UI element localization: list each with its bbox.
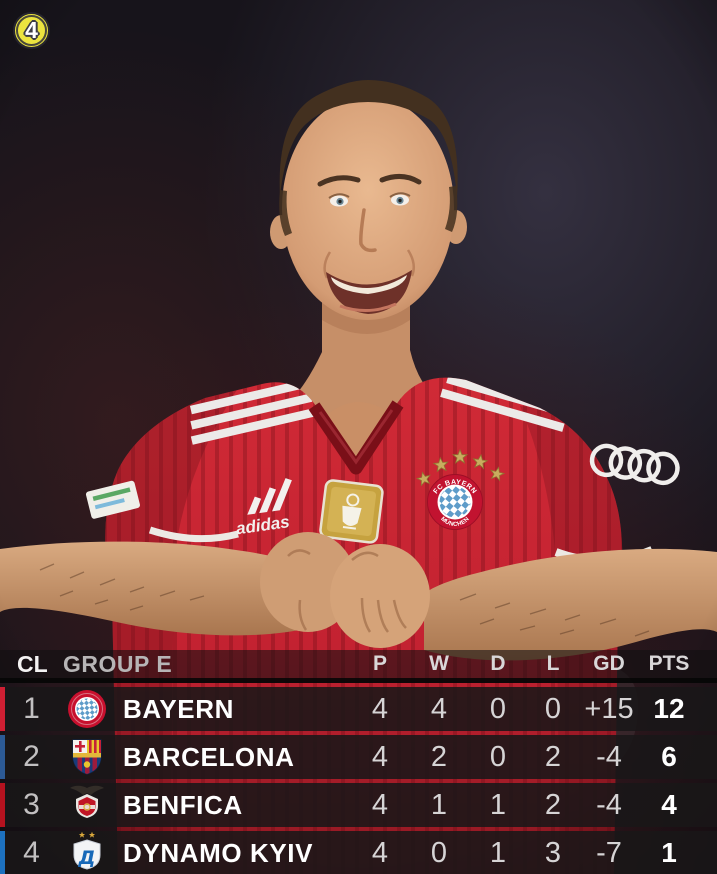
column-header-goal-difference: GD xyxy=(593,652,625,675)
position-cell: 3 xyxy=(23,788,40,821)
stat-won: 1 xyxy=(430,788,448,821)
stat-played: 4 xyxy=(371,692,389,725)
team-name: BARCELONA xyxy=(123,741,295,772)
team-color-strip xyxy=(0,831,5,874)
competition-label: CL xyxy=(17,650,48,677)
position-cell: 1 xyxy=(23,692,40,725)
dynamo-kyiv-crest-icon: Д xyxy=(73,831,100,870)
stat-played: 4 xyxy=(371,740,389,773)
stat-played: 4 xyxy=(371,788,389,821)
standings-table: CL GROUP E P W D L GD PTS 1 xyxy=(0,650,717,874)
stat-goal-difference: -4 xyxy=(596,788,622,821)
table-row-dynamo-kyiv: 4 Д DYNAMO KYIV 4 0 1 3 -7 1 xyxy=(0,831,717,874)
column-header-points: PTS xyxy=(648,652,690,675)
stat-lost: 0 xyxy=(544,692,562,725)
table-row-bayern: 1 BAYERN 4 4 0 0 +15 12 xyxy=(0,687,717,731)
position-cell: 2 xyxy=(23,740,40,773)
stat-drawn: 0 xyxy=(489,740,507,773)
stat-lost: 2 xyxy=(544,740,562,773)
team-name: BENFICA xyxy=(123,789,243,820)
stat-won: 4 xyxy=(430,692,448,725)
team-name: BAYERN xyxy=(123,693,235,724)
fc-bayern-crest-icon xyxy=(67,690,106,728)
table-row-benfica: 3 BENFICA 4 1 1 2 -4 4 xyxy=(0,783,717,827)
slide-number: 4 xyxy=(25,17,38,43)
stat-points: 1 xyxy=(661,837,677,868)
stat-won: 2 xyxy=(430,740,448,773)
stat-drawn: 1 xyxy=(489,836,507,869)
team-name: DYNAMO KYIV xyxy=(123,837,314,868)
benfica-crest-icon xyxy=(69,785,104,818)
stat-drawn: 1 xyxy=(489,788,507,821)
stat-drawn: 0 xyxy=(489,692,507,725)
team-color-strip xyxy=(0,735,5,779)
fc-barcelona-crest-icon xyxy=(72,739,101,775)
svg-text:Д: Д xyxy=(77,847,95,869)
position-cell: 4 xyxy=(23,836,40,869)
team-color-strip xyxy=(0,783,5,827)
column-header-lost: L xyxy=(546,652,560,675)
team-color-strip xyxy=(0,687,5,731)
column-header-played: P xyxy=(372,652,387,675)
group-label: GROUP E xyxy=(63,650,173,677)
column-header-won: W xyxy=(429,652,449,675)
stat-points: 6 xyxy=(661,741,677,772)
slide-number-badge: 4 xyxy=(13,12,50,49)
column-header-drawn: D xyxy=(490,652,506,675)
stat-lost: 2 xyxy=(544,788,562,821)
stat-points: 12 xyxy=(653,693,685,724)
stat-points: 4 xyxy=(661,789,677,820)
table-row-barcelona: 2 xyxy=(0,735,717,779)
standings-header: CL GROUP E P W D L GD PTS xyxy=(0,650,717,683)
stat-played: 4 xyxy=(371,836,389,869)
stat-lost: 3 xyxy=(544,836,562,869)
stat-won: 0 xyxy=(430,836,448,869)
stat-goal-difference: +15 xyxy=(584,692,634,725)
stat-goal-difference: -7 xyxy=(596,836,622,869)
stat-goal-difference: -4 xyxy=(596,740,622,773)
